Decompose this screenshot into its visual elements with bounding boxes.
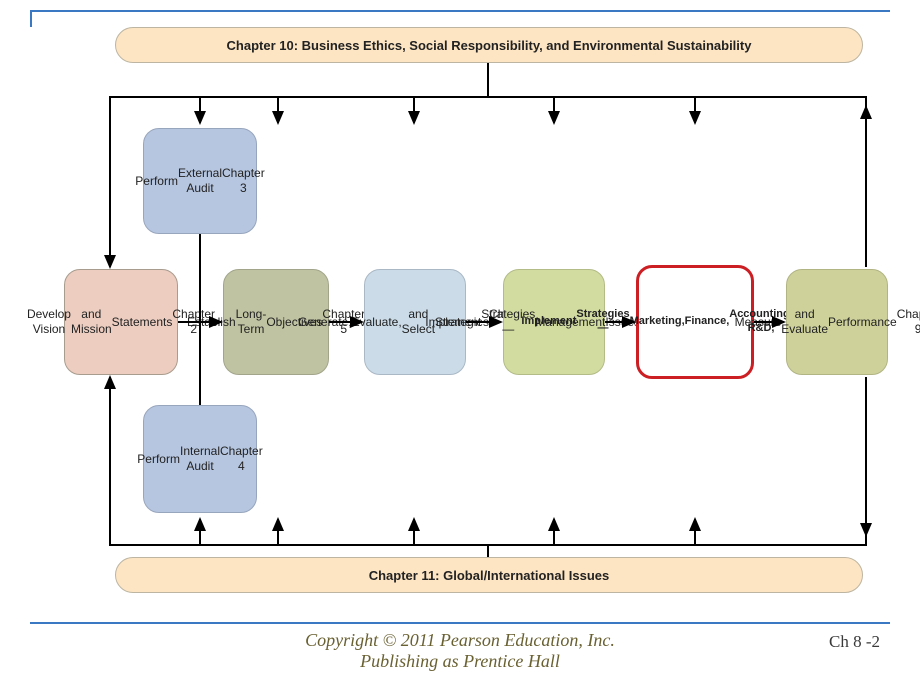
- footer-line2: Publishing as Prentice Hall: [0, 651, 920, 672]
- banner-bottom-text: Chapter 11: Global/International Issues: [369, 568, 610, 583]
- node-external-audit: PerformExternal AuditChapter 3: [143, 128, 257, 234]
- banner-chapter-10: Chapter 10: Business Ethics, Social Resp…: [115, 27, 863, 63]
- slide-canvas: Chapter 10: Business Ethics, Social Resp…: [0, 0, 920, 690]
- footer: Copyright © 2011 Pearson Education, Inc.…: [0, 630, 920, 672]
- footer-line1: Copyright © 2011 Pearson Education, Inc.: [0, 630, 920, 651]
- top-rule: [30, 10, 890, 27]
- node-develop-vision: Develop Visionand MissionStatementsChapt…: [64, 269, 178, 375]
- node-measure-evaluate: Measureand EvaluatePerformanceChapter 9: [786, 269, 888, 375]
- banner-top-text: Chapter 10: Business Ethics, Social Resp…: [227, 38, 752, 53]
- banner-chapter-11: Chapter 11: Global/International Issues: [115, 557, 863, 593]
- bottom-rule: [30, 622, 890, 624]
- page-number: Ch 8 -2: [829, 632, 880, 652]
- node-internal-audit: PerformInternal AuditChapter 4: [143, 405, 257, 513]
